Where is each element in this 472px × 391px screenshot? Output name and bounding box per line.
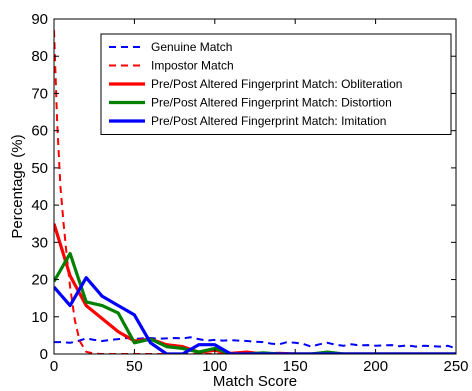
legend-label-4: Pre/Post Altered Fingerprint Match: Dist…: [151, 96, 392, 110]
y-tick-label: 0: [40, 346, 48, 363]
x-tick-label: 150: [283, 358, 308, 375]
x-tick-label: 0: [50, 358, 58, 375]
y-tick-label: 80: [31, 48, 48, 65]
x-tick-label: 50: [126, 358, 143, 375]
legend-box: [100, 33, 452, 135]
y-axis-title: Percentage (%): [9, 134, 26, 238]
plot-frame: [53, 18, 457, 355]
legend-label-1: Genuine Match: [151, 40, 232, 54]
series-line-5: [54, 276, 456, 354]
y-tick-label: 20: [31, 272, 48, 289]
x-tick-label: 200: [363, 358, 388, 375]
legend: Genuine Match Impostor Match Pre/Post Alte…: [100, 33, 452, 135]
series-line-1: [54, 336, 456, 350]
y-tick-label: 10: [31, 309, 48, 326]
x-axis-title: Match Score: [213, 373, 297, 390]
legend-label-3: Pre/Post Altered Fingerprint Match: Obli…: [151, 77, 402, 91]
series-line-2: [54, 30, 456, 354]
series-group: [54, 30, 456, 354]
y-tick-label: 60: [31, 123, 48, 140]
y-tick-label: 50: [31, 160, 48, 177]
y-tick-label: 70: [31, 85, 48, 102]
x-tick-label: 250: [443, 358, 468, 375]
y-tick-label: 30: [31, 234, 48, 251]
axes: 0 50 100 150 200 250 0 10 20 30 40 50 60 70 80 90: [31, 11, 468, 375]
plot-area: [54, 30, 456, 354]
legend-label-2: Impostor Match: [151, 59, 234, 73]
y-tick-label: 90: [31, 11, 48, 28]
legend-label-5: Pre/Post Altered Fingerprint Match: Imit…: [151, 114, 386, 128]
y-tick-label: 40: [31, 197, 48, 214]
x-tick-label: 100: [202, 358, 227, 375]
